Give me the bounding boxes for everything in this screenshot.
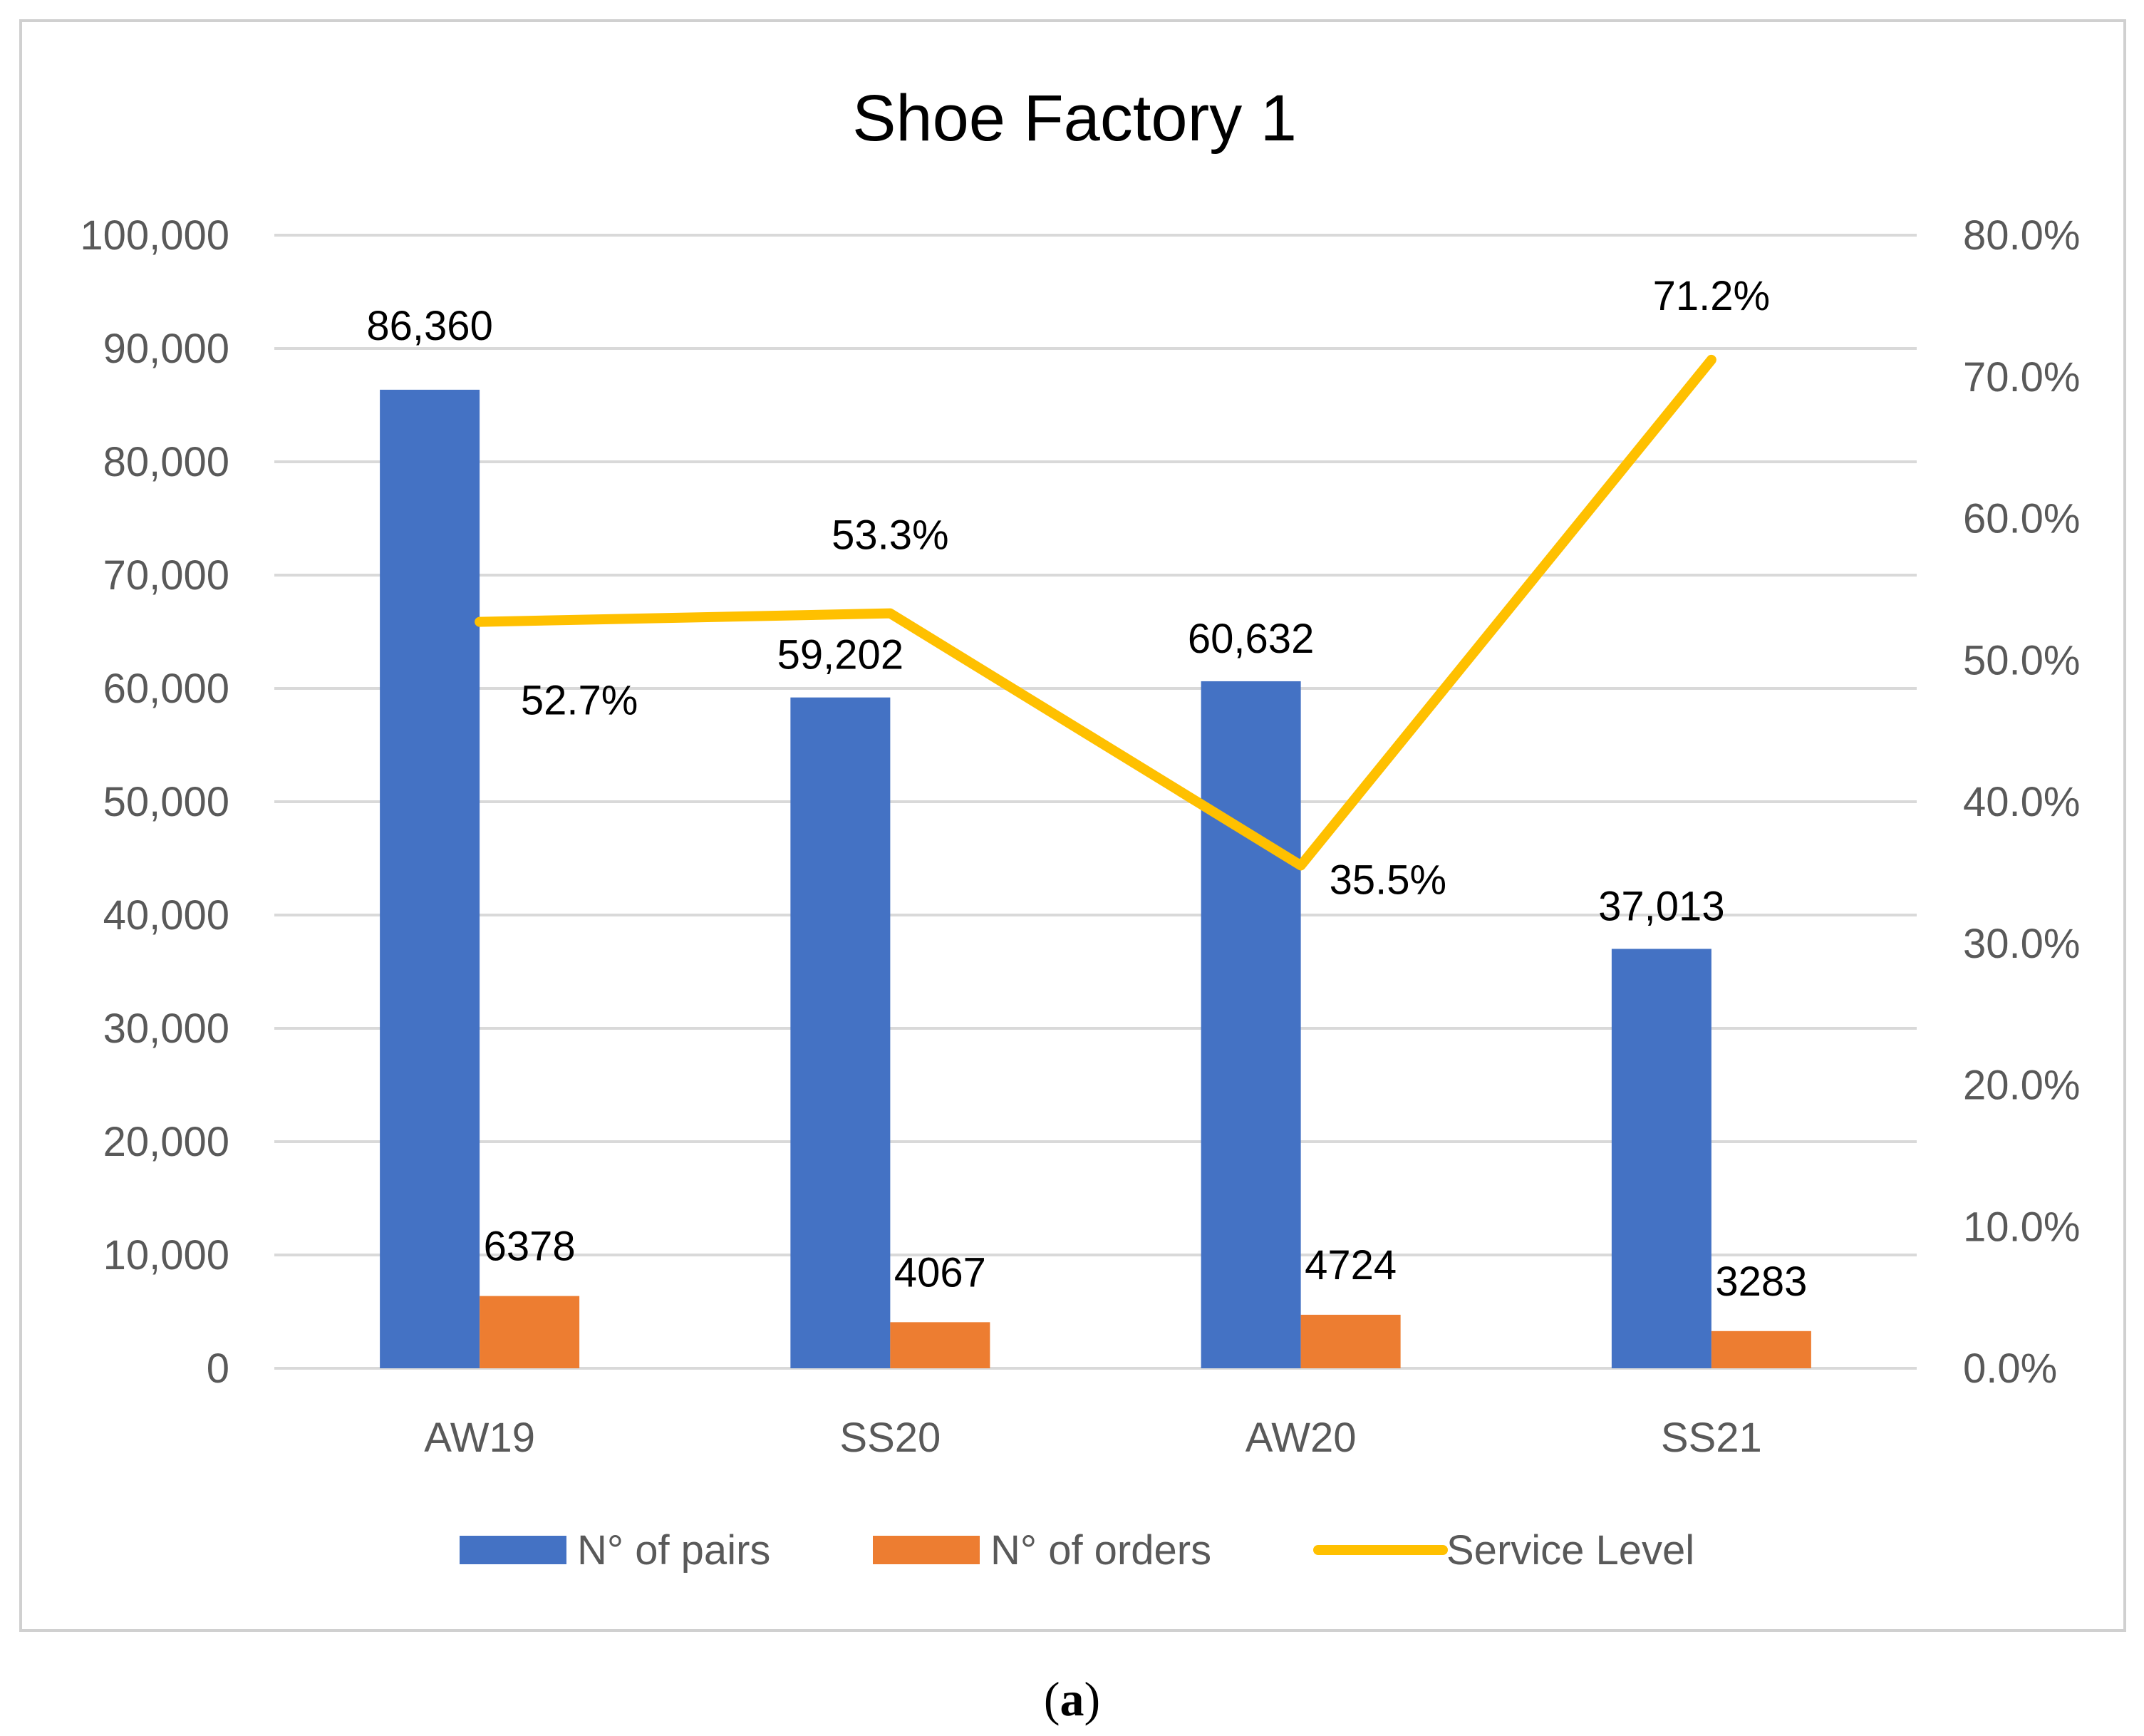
y2-tick-label: 10.0% <box>1963 1204 2080 1250</box>
legend-label-n-of-pairs: N° of pairs <box>577 1527 770 1574</box>
y2-tick-label: 40.0% <box>1963 779 2080 825</box>
data-label-service-level: 35.5% <box>1330 857 1446 903</box>
bar-n-of-pairs-aw19 <box>380 389 480 1368</box>
y2-tick-label: 30.0% <box>1963 921 2080 967</box>
y-tick-label: 80,000 <box>103 439 229 485</box>
y-tick-label: 60,000 <box>103 666 229 712</box>
y2-tick-label: 80.0% <box>1963 212 2080 259</box>
x-tick-label: SS21 <box>1661 1415 1762 1461</box>
legend: N° of pairs N° of orders Service Level <box>460 1527 1694 1574</box>
bar-n-of-pairs-aw20 <box>1201 681 1301 1368</box>
x-tick-label: AW19 <box>424 1415 535 1461</box>
data-label-n-of-orders: 3283 <box>1715 1259 1807 1305</box>
y-tick-label: 100,000 <box>80 212 229 259</box>
caption-close: ) <box>1084 1672 1101 1726</box>
line-service-level <box>475 354 1716 871</box>
data-label-service-level: 53.3% <box>832 512 948 559</box>
y-tick-label: 40,000 <box>103 892 229 939</box>
bar-n-of-orders-ss21 <box>1711 1331 1811 1368</box>
figure-caption: (a) <box>0 1671 2144 1727</box>
bar-n-of-pairs-ss21 <box>1611 949 1711 1368</box>
y2-tick-label: 50.0% <box>1963 637 2080 683</box>
y-tick-label: 10,000 <box>103 1232 229 1278</box>
data-label-n-of-orders: 6378 <box>484 1224 576 1270</box>
y-axis-ticks: 0 10,000 20,000 30,000 40,000 50,000 60,000 70,… <box>80 212 229 1392</box>
data-label-n-of-orders: 4724 <box>1305 1242 1397 1288</box>
x-tick-label: AW20 <box>1246 1415 1357 1461</box>
chart-title: Shoe Factory 1 <box>852 82 1297 155</box>
bars <box>380 389 1811 1368</box>
data-labels: 86,360 59,202 60,632 37,013 6378 4067 4724 3283… <box>366 273 1807 1305</box>
legend-label-service-level: Service Level <box>1446 1527 1694 1574</box>
data-label-n-of-orders: 4067 <box>894 1249 986 1296</box>
y-tick-label: 70,000 <box>103 552 229 599</box>
x-axis-ticks: AW19 SS20 AW20 SS21 <box>424 1415 1762 1461</box>
y2-tick-label: 70.0% <box>1963 354 2080 401</box>
caption-letter: a <box>1060 1672 1084 1726</box>
y2-axis-ticks: 0.0% 10.0% 20.0% 30.0% 40.0% 50.0% 60.0% 70.0% 8… <box>1963 212 2080 1392</box>
y-tick-label: 30,000 <box>103 1006 229 1052</box>
y-tick-label: 50,000 <box>103 779 229 825</box>
data-label-n-of-pairs: 37,013 <box>1598 883 1724 929</box>
legend-label-n-of-orders: N° of orders <box>990 1527 1211 1574</box>
caption-open: ( <box>1043 1672 1060 1726</box>
data-label-n-of-pairs: 86,360 <box>366 303 492 349</box>
service-level-line <box>475 354 1716 871</box>
bar-n-of-orders-aw19 <box>480 1296 580 1368</box>
y2-tick-label: 0.0% <box>1963 1345 2057 1392</box>
y-tick-label: 0 <box>207 1345 229 1392</box>
data-label-service-level: 52.7% <box>521 678 638 724</box>
data-label-n-of-pairs: 59,202 <box>777 632 903 678</box>
legend-swatch-n-of-pairs <box>460 1536 566 1564</box>
bar-n-of-orders-aw20 <box>1300 1314 1401 1368</box>
y2-tick-label: 60.0% <box>1963 496 2080 542</box>
y-tick-label: 20,000 <box>103 1119 229 1165</box>
x-tick-label: SS20 <box>839 1415 941 1461</box>
bar-n-of-orders-ss20 <box>890 1322 990 1368</box>
y-tick-label: 90,000 <box>103 326 229 372</box>
legend-swatch-n-of-orders <box>873 1536 980 1564</box>
data-label-n-of-pairs: 60,632 <box>1188 616 1314 662</box>
y2-tick-label: 20.0% <box>1963 1063 2080 1109</box>
bar-n-of-pairs-ss20 <box>790 697 891 1368</box>
data-label-service-level: 71.2% <box>1653 273 1770 319</box>
